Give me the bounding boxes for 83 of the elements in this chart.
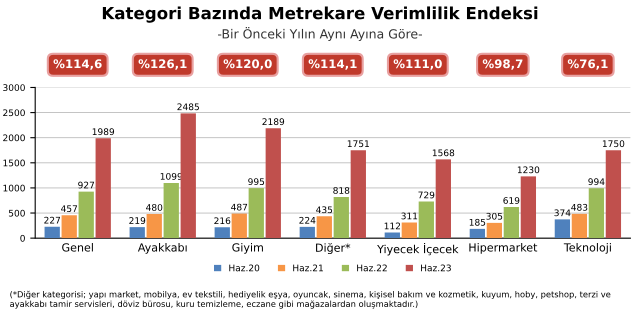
chart-title: Kategori Bazında Metrekare Verimlilik Endeksi (102, 6, 538, 23)
x-tick-label: Yiyecek İçecek (377, 243, 458, 256)
bar (62, 215, 77, 238)
bar (214, 227, 230, 238)
text: %76,1 (568, 59, 608, 70)
x-tick-label: Teknoloji (564, 243, 611, 254)
bar (44, 226, 60, 238)
data-label: 729 (418, 192, 434, 198)
text: %120,0 (224, 59, 272, 70)
x-tick-label: Diğer* (316, 243, 350, 254)
data-label: 227 (44, 216, 60, 224)
bar (520, 176, 536, 238)
chart-subtitle: -Bir Önceki Yılın Aynı Ayına Göre- (218, 27, 422, 42)
bar (334, 197, 349, 238)
data-label: 994 (588, 178, 604, 186)
bar (146, 214, 162, 238)
bar (418, 202, 434, 238)
bar (316, 216, 332, 238)
bar (78, 192, 94, 238)
x-tick-label: Giyim (232, 243, 263, 254)
y-tick-label: 1500 (3, 160, 25, 166)
legend-label: Haz.22 (357, 264, 387, 272)
bar (384, 232, 400, 238)
bar (486, 222, 502, 238)
data-label: 305 (486, 212, 502, 220)
bar (504, 207, 520, 238)
bar (350, 150, 366, 238)
text: %126,1 (138, 59, 187, 70)
data-label: 374 (554, 209, 570, 216)
bar (180, 113, 196, 238)
data-label: 927 (78, 182, 94, 188)
bar (96, 138, 111, 238)
x-tick-label: Ayakkabı (138, 243, 187, 254)
data-label: 995 (248, 178, 264, 186)
data-label: 457 (61, 205, 78, 212)
data-label: 487 (231, 204, 248, 211)
text: (*Diğer kategorisi; yapı market, mobilya, ev tekstili, hediyelik eşya, oyuncak, sinema, kişisel bakım ve kozmetik, kuyum, hoby, petshop, terzi ve ayakkabı tamir servisleri, döviz bürosu, kuru temizleme, eczane gibi mağazalardan oluşmaktadır.) (10, 290, 610, 309)
bar (606, 150, 622, 238)
data-label: 483 (571, 204, 588, 211)
bar (402, 222, 417, 238)
x-tick-label: Genel (62, 243, 93, 252)
data-label: 2189 (262, 118, 284, 126)
data-label: 1751 (348, 140, 369, 148)
text: %114,6 (54, 59, 102, 70)
bar (232, 214, 247, 238)
data-label: 435 (316, 206, 332, 214)
data-label: 311 (401, 212, 418, 220)
y-tick-label: 2500 (3, 109, 25, 116)
bar (266, 128, 281, 238)
data-label: 480 (146, 204, 162, 211)
data-label: 112 (384, 222, 400, 230)
x-tick-label: Hipermarket (469, 243, 538, 254)
legend-label: Haz.23 (421, 264, 451, 272)
bar (436, 159, 451, 238)
bar (572, 214, 588, 238)
text: %98,7 (482, 59, 522, 70)
legend-label: Haz.20 (229, 264, 260, 272)
text: %114,1 (308, 59, 357, 70)
data-label: 818 (333, 187, 350, 194)
y-tick-label: 2000 (3, 134, 25, 142)
bar (300, 226, 315, 238)
bar (130, 227, 145, 238)
bar (554, 219, 570, 238)
data-label: 216 (214, 217, 230, 224)
bar (164, 182, 179, 238)
text: %111,0 (394, 59, 442, 70)
data-label: 224 (299, 216, 316, 224)
legend-label: Haz.21 (293, 264, 323, 272)
data-label: 185 (470, 218, 486, 226)
data-label: 1750 (602, 140, 624, 148)
data-label: 619 (503, 197, 520, 204)
data-label: 2485 (177, 103, 199, 110)
data-label: 1568 (432, 149, 454, 156)
bar (470, 228, 485, 238)
y-tick-label: 500 (8, 210, 25, 217)
y-tick-label: 0 (20, 234, 25, 242)
y-tick-label: 1000 (3, 184, 25, 192)
data-label: 1989 (92, 128, 114, 136)
bar (588, 188, 604, 238)
y-tick-label: 3000 (3, 84, 25, 92)
data-label: 1230 (518, 166, 540, 174)
bar (248, 188, 264, 238)
data-label: 219 (129, 217, 146, 224)
